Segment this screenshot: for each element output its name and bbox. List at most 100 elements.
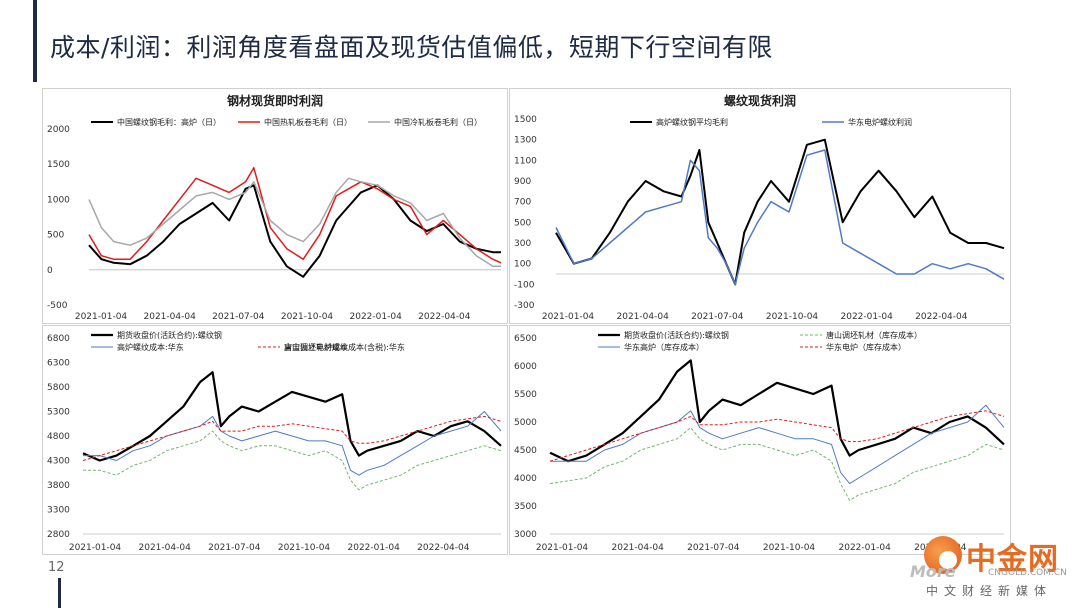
y-tick-label: 900 <box>514 177 531 187</box>
chart-panel-futures-vs-cost-1: 6800 6300 5800 5300 4800 4300 3800 3300 2800 2021… <box>42 325 508 555</box>
x-tick-label: 2021-04-04 <box>617 312 670 322</box>
legend-label: 中国热轧板卷毛利（日） <box>264 117 352 127</box>
legend-label: 富宝独立电炉螺纹成本(含税):华东 <box>284 342 405 352</box>
chart-panel-futures-vs-cost-2: 6500 6000 5500 5000 4500 4000 3500 3000 2021-01-… <box>509 325 1011 555</box>
series-line <box>82 415 502 461</box>
y-tick-label: 100 <box>514 260 531 270</box>
title-accent-bar <box>33 0 37 82</box>
y-tick-label: 5000 <box>514 418 537 428</box>
y-tick-label: 4000 <box>514 474 537 484</box>
y-tick-label: 2800 <box>47 530 70 540</box>
y-tick-label: -500 <box>47 301 68 311</box>
logo-more-text: More <box>910 562 956 581</box>
series-line <box>555 138 1005 286</box>
x-tick-label: 2021-07-04 <box>208 543 261 553</box>
legend-label: 期货收盘价(活跃合约):螺纹钢 <box>624 330 729 340</box>
logo-subtitle: 中文财经新媒体 <box>926 584 1053 598</box>
x-tick-label: 2022-01-04 <box>839 543 892 553</box>
legend-label: 唐山调坯轧材（库存成本） <box>826 330 922 340</box>
y-tick-label: 3000 <box>514 530 537 540</box>
y-tick-label: 5300 <box>47 408 70 418</box>
x-tick-label: 2021-10-04 <box>278 543 331 553</box>
x-tick-label: 2021-01-04 <box>69 543 122 553</box>
legend-label: 华东电炉螺纹利润 <box>848 117 912 127</box>
y-tick-label: 6300 <box>47 359 70 369</box>
y-tick-label: 2000 <box>47 125 70 135</box>
logo-url: CNGOLD.COM.CN <box>988 568 1067 578</box>
y-tick-label: 1500 <box>514 115 537 125</box>
page-number: 12 <box>48 560 65 575</box>
footer-accent-bar <box>58 578 61 608</box>
x-tick-label: 2022-04-04 <box>915 312 968 322</box>
x-tick-label: 2021-01-04 <box>542 312 595 322</box>
legend-label: 华东高炉（库存成本） <box>624 342 704 352</box>
chart-steel-spot-profit: 钢材现货即时利润 2000 1500 1000 500 0 -500 2021-01-04 20… <box>47 93 502 322</box>
x-tick-label: 2022-01-04 <box>350 312 403 322</box>
series-line <box>88 177 501 268</box>
x-tick-label: 2022-01-04 <box>348 543 401 553</box>
y-tick-label: 300 <box>514 239 531 249</box>
y-tick-label: 5500 <box>514 390 537 400</box>
series-line <box>83 430 502 491</box>
x-tick-label: 2021-10-04 <box>281 312 334 322</box>
chart-title: 螺纹现货利润 <box>724 93 796 108</box>
x-tick-label: 2021-04-04 <box>139 543 192 553</box>
y-tick-label: -100 <box>514 280 535 290</box>
legend-label: 唐山调坯轧材成本 <box>284 342 348 352</box>
y-tick-label: 6000 <box>514 362 537 372</box>
y-tick-label: 4800 <box>47 432 70 442</box>
legend-label: 中国冷轧板卷毛利（日） <box>394 117 482 127</box>
y-tick-label: 1300 <box>514 136 537 146</box>
y-tick-label: 6800 <box>47 334 70 344</box>
y-tick-label: 5800 <box>47 383 70 393</box>
series-line <box>88 184 501 278</box>
chart-title: 钢材现货即时利润 <box>227 93 323 108</box>
x-tick-label: 2021-07-04 <box>687 543 740 553</box>
y-tick-label: 3300 <box>47 506 70 516</box>
legend-label: 高炉螺纹钢平均毛利 <box>656 117 728 127</box>
x-tick-label: 2021-07-04 <box>691 312 744 322</box>
x-tick-label: 2021-07-04 <box>212 312 265 322</box>
cngold-logo: More 中金网 CNGOLD.COM.CN 中文财经新媒体 <box>910 530 1078 608</box>
y-tick-label: 1100 <box>514 156 537 166</box>
logo-circle-icon <box>924 536 962 574</box>
y-tick-label: 4300 <box>47 457 70 467</box>
y-tick-label: 3800 <box>47 481 70 491</box>
x-tick-label: 2021-04-04 <box>144 312 197 322</box>
y-tick-label: 1500 <box>47 160 70 170</box>
series-line <box>83 411 502 476</box>
legend-label: 华东电炉（库存成本） <box>826 342 906 352</box>
y-tick-label: 1000 <box>47 195 70 205</box>
legend-label: 期货收盘价(活跃合约):螺纹钢 <box>117 330 222 340</box>
y-tick-label: 3500 <box>514 502 537 512</box>
y-tick-label: -300 <box>514 301 535 311</box>
legend-label: 中国螺纹钢毛利：高炉（日） <box>117 117 221 127</box>
x-tick-label: 2022-04-04 <box>418 312 471 322</box>
y-tick-label: 500 <box>514 218 531 228</box>
page-title: 成本/利润：利润角度看盘面及现货估值偏低，短期下行空间有限 <box>50 33 773 62</box>
logo-name: 中金网 <box>966 542 1059 577</box>
series-line <box>549 427 1005 501</box>
series-line <box>550 404 1005 485</box>
chart-panel-rebar-spot-profit: 螺纹现货利润 1500 1300 1100 900 700 500 300 100 -100 -30… <box>509 88 1011 324</box>
y-tick-label: 6500 <box>514 334 537 344</box>
x-tick-label: 2021-10-04 <box>766 312 819 322</box>
legend-label: 高炉螺纹成本:华东 <box>117 342 184 352</box>
y-tick-label: 4500 <box>514 446 537 456</box>
x-tick-label: 2021-10-04 <box>763 543 816 553</box>
x-tick-label: 2022-01-04 <box>841 312 894 322</box>
series-line <box>82 371 502 462</box>
y-tick-label: 500 <box>47 231 64 241</box>
x-tick-label: 2021-01-04 <box>536 543 589 553</box>
x-tick-label: 2021-01-04 <box>75 312 128 322</box>
series-line <box>549 359 1005 463</box>
chart-futures-vs-cost-2: 6500 6000 5500 5000 4500 4000 3500 3000 2021-01-… <box>514 330 1005 553</box>
series-line <box>555 149 1005 286</box>
y-tick-label: 700 <box>514 198 531 208</box>
chart-rebar-spot-profit: 螺纹现货利润 1500 1300 1100 900 700 500 300 100 -100 -30… <box>514 93 1005 322</box>
chart-futures-vs-cost-1: 6800 6300 5800 5300 4800 4300 3800 3300 2800 2021… <box>47 330 502 553</box>
series-line <box>549 410 1005 462</box>
x-tick-label: 2022-04-04 <box>417 543 470 553</box>
chart-panel-steel-spot-profit: 钢材现货即时利润 2000 1500 1000 500 0 -500 2021-01-04 20… <box>42 88 508 324</box>
y-tick-label: 0 <box>47 266 53 276</box>
